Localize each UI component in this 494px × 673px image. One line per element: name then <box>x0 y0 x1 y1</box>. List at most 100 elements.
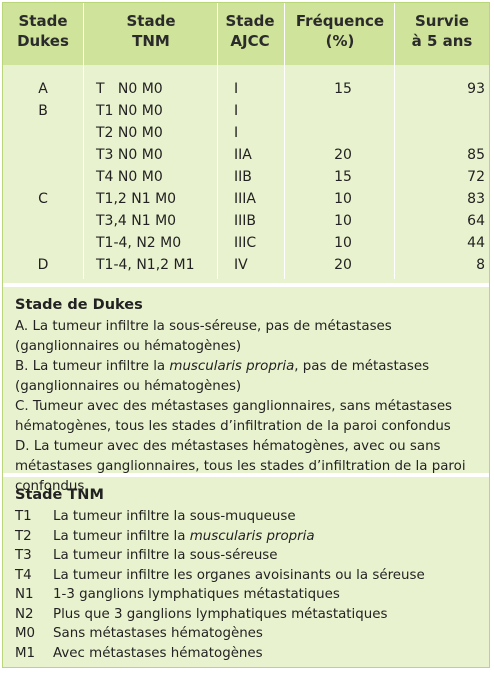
cell-tnm: T N0 M0 <box>96 81 163 97</box>
cell-survie: 44 <box>467 235 485 251</box>
dukes-legend-c: C. Tumeur avec des métastases ganglionna… <box>15 399 453 434</box>
cell-frequence: 15 <box>334 169 352 185</box>
list-item: T1 La tumeur infiltre la sous-muqueuse <box>15 507 480 527</box>
tnm-legend-title: Stade TNM <box>15 487 104 503</box>
header-survie-line1: Survie <box>415 12 469 30</box>
table-row: T3 N0 M0 IIA 20 85 <box>3 145 489 165</box>
cell-ajcc: IIIA <box>234 191 256 207</box>
cell-frequence: 10 <box>334 213 352 229</box>
header-frequence: Fréquence (%) <box>286 11 394 51</box>
header-survie-line2: à 5 ans <box>411 32 473 50</box>
tnm-description-text: La tumeur infiltre la <box>53 528 190 544</box>
cell-survie: 93 <box>467 81 485 97</box>
column-divider <box>83 3 84 279</box>
dukes-legend-title: Stade de Dukes <box>15 297 143 313</box>
tnm-description: Sans métastases hématogènes <box>53 626 263 641</box>
dukes-legend-b-text: B. La tumeur infiltre la <box>15 359 170 374</box>
tnm-description: Plus que 3 ganglions lymphatiques métast… <box>53 606 388 622</box>
tnm-description: La tumeur infiltre les organes avoisinan… <box>53 567 425 583</box>
dukes-legend: Stade de Dukes A. La tumeur infiltre la … <box>15 295 480 497</box>
list-item: N2 Plus que 3 ganglions lymphatiques mét… <box>15 605 480 625</box>
header-survie: Survie à 5 ans <box>396 11 488 51</box>
tnm-code: N1 <box>15 587 34 602</box>
tnm-description: La tumeur infiltre la muscularis propria <box>53 527 315 547</box>
header-ajcc-line2: AJCC <box>230 32 270 50</box>
cell-ajcc: IIA <box>234 147 252 163</box>
column-divider <box>217 3 218 279</box>
tnm-description-italic: muscularis propria <box>189 528 315 544</box>
cell-survie: 64 <box>467 213 485 229</box>
cell-tnm: T1 N0 M0 <box>96 103 163 119</box>
cell-frequence: 10 <box>334 235 352 251</box>
table-row: T1-4, N2 M0 IIIC 10 44 <box>3 233 489 253</box>
cell-ajcc: I <box>234 125 239 141</box>
cell-frequence: 20 <box>334 147 352 163</box>
table-row: T2 N0 M0 I <box>3 123 489 143</box>
header-frequence-line2: (%) <box>325 32 355 50</box>
cell-survie: 85 <box>467 147 485 163</box>
cell-dukes: D <box>37 257 49 273</box>
cell-frequence: 15 <box>334 81 352 97</box>
table-row: T3,4 N1 M0 IIIB 10 64 <box>3 211 489 231</box>
header-ajcc-line1: Stade <box>225 12 275 30</box>
tnm-description: 1-3 ganglions lymphatiques métastatiques <box>53 587 340 602</box>
table-header: Stade Dukes Stade TNM Stade AJCC Fréquen… <box>3 3 489 65</box>
cell-tnm: T2 N0 M0 <box>96 125 163 141</box>
staging-table-box: Stade Dukes Stade TNM Stade AJCC Fréquen… <box>2 2 490 668</box>
tnm-description: Avec métastases hématogènes <box>53 645 263 661</box>
tnm-description: La tumeur infiltre la sous-muqueuse <box>53 509 296 524</box>
table-row: D T1-4, N1,2 M1 IV 20 8 <box>3 255 489 275</box>
cell-ajcc: IIIB <box>234 213 256 229</box>
cell-tnm: T3,4 N1 M0 <box>96 213 177 229</box>
header-frequence-line1: Fréquence <box>295 12 385 30</box>
cell-tnm: T1-4, N2 M0 <box>96 235 182 251</box>
table-row: C T1,2 N1 M0 IIIA 10 83 <box>3 189 489 209</box>
cell-dukes: C <box>38 191 48 207</box>
cell-ajcc: I <box>234 103 239 119</box>
list-item: T4 La tumeur infiltre les organes avoisi… <box>15 566 480 586</box>
table-row: A T N0 M0 I 15 93 <box>3 79 489 99</box>
cell-survie: 72 <box>467 169 485 185</box>
list-item: M1 Avec métastases hématogènes <box>15 644 480 664</box>
cell-frequence: 20 <box>334 257 352 273</box>
cell-ajcc: IIB <box>234 169 252 185</box>
dukes-legend-a: A. La tumeur infiltre la sous-séreuse, p… <box>15 319 392 354</box>
dukes-legend-d: D. La tumeur avec des métastases hématog… <box>15 439 466 494</box>
header-dukes: Stade Dukes <box>7 11 79 51</box>
tnm-code: M0 <box>15 626 36 641</box>
list-item: M0 Sans métastases hématogènes <box>15 624 480 644</box>
header-dukes-line1: Stade <box>18 12 68 30</box>
table-row: B T1 N0 M0 I <box>3 101 489 121</box>
cell-ajcc: IIIC <box>234 235 257 251</box>
tnm-code: T3 <box>15 548 32 563</box>
cell-tnm: T3 N0 M0 <box>96 147 163 163</box>
tnm-code: N2 <box>15 606 34 622</box>
cell-frequence: 10 <box>334 191 352 207</box>
list-item: T3 La tumeur infiltre la sous-séreuse <box>15 546 480 566</box>
column-divider <box>284 3 285 279</box>
tnm-code: T1 <box>15 509 32 524</box>
tnm-description: La tumeur infiltre la sous-séreuse <box>53 548 278 563</box>
dukes-legend-b-italic: muscularis propria <box>169 359 295 374</box>
cell-survie: 83 <box>467 191 485 207</box>
section-divider <box>3 283 489 287</box>
cell-survie: 8 <box>476 257 485 273</box>
header-tnm: Stade TNM <box>87 11 215 51</box>
list-item: N1 1-3 ganglions lymphatiques métastatiq… <box>15 585 480 605</box>
cell-dukes: B <box>38 103 48 119</box>
tnm-code: T4 <box>15 567 32 583</box>
table-row: T4 N0 M0 IIB 15 72 <box>3 167 489 187</box>
dukes-legend-b-text-end: , pas de métastases (ganglionnaires ou h… <box>15 359 430 394</box>
header-tnm-line2: TNM <box>132 32 170 50</box>
header-dukes-line2: Dukes <box>17 32 69 50</box>
section-divider <box>3 473 489 477</box>
cell-dukes: A <box>38 81 48 97</box>
cell-ajcc: IV <box>234 257 248 273</box>
column-divider <box>394 3 395 279</box>
tnm-legend: Stade TNM T1 La tumeur infiltre la sous-… <box>15 485 480 663</box>
header-tnm-line1: Stade <box>126 12 176 30</box>
cell-ajcc: I <box>234 81 239 97</box>
header-ajcc: Stade AJCC <box>219 11 281 51</box>
dukes-legend-b: B. La tumeur infiltre la muscularis prop… <box>15 357 480 397</box>
cell-tnm: T1,2 N1 M0 <box>96 191 177 207</box>
